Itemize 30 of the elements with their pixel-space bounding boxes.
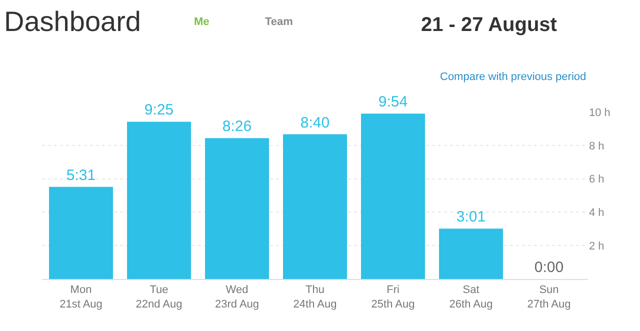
x-tick-label: Wed 23rd Aug [214,284,260,310]
bar [439,228,503,279]
data-label: 9:54 [378,94,408,111]
bar [127,122,191,279]
bar [49,186,113,279]
data-label: 8:26 [222,118,252,136]
x-tick-label: Mon 21st Aug [60,284,102,310]
chart-subtitle: 21 - 27 August [421,14,558,36]
bar [283,134,347,279]
x-tick-label: Sat 26th Aug [449,284,493,310]
x-tick-label: Sun 27th Aug [527,284,571,310]
text: Team [265,16,294,28]
data-label: 9:25 [144,102,174,119]
y-tick-label: 6 h [589,174,604,186]
data-label: 8:40 [300,114,330,132]
text: Me [194,16,210,28]
x-tick-label: Thu 24th Aug [293,284,337,310]
x-tick-label: Tue 22nd Aug [136,284,182,310]
chart-title: Dashboard [4,6,141,37]
text: Compare with previous period [440,71,586,83]
data-label: 5:31 [66,166,96,184]
y-tick-label: 2 h [589,240,604,252]
bar [361,114,425,279]
bar [205,138,269,279]
data-label: 3:01 [456,208,486,226]
y-tick-label: 10 h [589,106,610,119]
data-label: 0:00 [534,259,564,276]
y-tick-label: 8 h [589,140,604,152]
x-tick-label: Fri 25th Aug [371,284,415,310]
y-tick-label: 4 h [589,207,604,220]
